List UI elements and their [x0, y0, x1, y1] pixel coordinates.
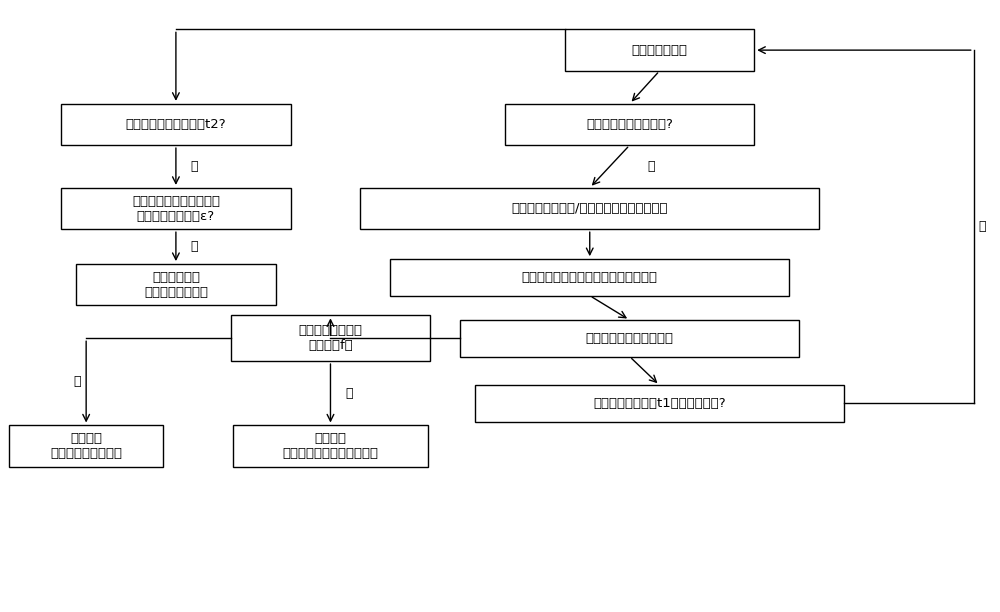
FancyBboxPatch shape: [475, 385, 844, 422]
Text: 压电传感信号大于阈值?: 压电传感信号大于阈值?: [586, 118, 673, 131]
FancyBboxPatch shape: [9, 425, 163, 467]
FancyBboxPatch shape: [565, 29, 754, 71]
FancyBboxPatch shape: [231, 315, 430, 361]
FancyBboxPatch shape: [360, 188, 819, 230]
Text: 处于闲置状态
进行压阻零点校正: 处于闲置状态 进行压阻零点校正: [144, 271, 208, 299]
FancyBboxPatch shape: [76, 264, 276, 305]
Text: 是: 是: [191, 240, 198, 253]
FancyBboxPatch shape: [460, 320, 799, 357]
Text: 睡眠状态持续超过时间t2?: 睡眠状态持续超过时间t2?: [126, 118, 226, 131]
Text: 否: 否: [74, 375, 81, 389]
Text: 判断压力信号频率
大于阈值f？: 判断压力信号频率 大于阈值f？: [298, 324, 362, 353]
Text: 睡眠低功耗状态: 睡眠低功耗状态: [632, 43, 688, 57]
Text: 是: 是: [979, 220, 986, 233]
Text: 通过无线模块将数据传至压力计算模块: 通过无线模块将数据传至压力计算模块: [522, 271, 658, 284]
Text: 是: 是: [648, 160, 655, 173]
FancyBboxPatch shape: [233, 425, 428, 467]
Text: 高频响应
启动压电信号校正压阻信号: 高频响应 启动压电信号校正压阻信号: [282, 432, 378, 460]
FancyBboxPatch shape: [61, 188, 291, 230]
FancyBboxPatch shape: [390, 259, 789, 296]
Text: 压电传感信号持续t1时间小于阈值?: 压电传感信号持续t1时间小于阈值?: [593, 397, 726, 410]
Text: 采集一次压阻传感器数据
应力值均低于阈值ε?: 采集一次压阻传感器数据 应力值均低于阈值ε?: [132, 195, 220, 223]
Text: 唤醒单片机对压电/压阻传感器数据进行采集: 唤醒单片机对压电/压阻传感器数据进行采集: [512, 202, 668, 215]
FancyBboxPatch shape: [505, 104, 754, 145]
Text: 压力信号计算与实时显示: 压力信号计算与实时显示: [586, 332, 674, 345]
Text: 是: 是: [191, 160, 198, 173]
Text: 低频响应
只利用压阻传感信号: 低频响应 只利用压阻传感信号: [50, 432, 122, 460]
Text: 是: 是: [345, 387, 353, 400]
FancyBboxPatch shape: [61, 104, 291, 145]
